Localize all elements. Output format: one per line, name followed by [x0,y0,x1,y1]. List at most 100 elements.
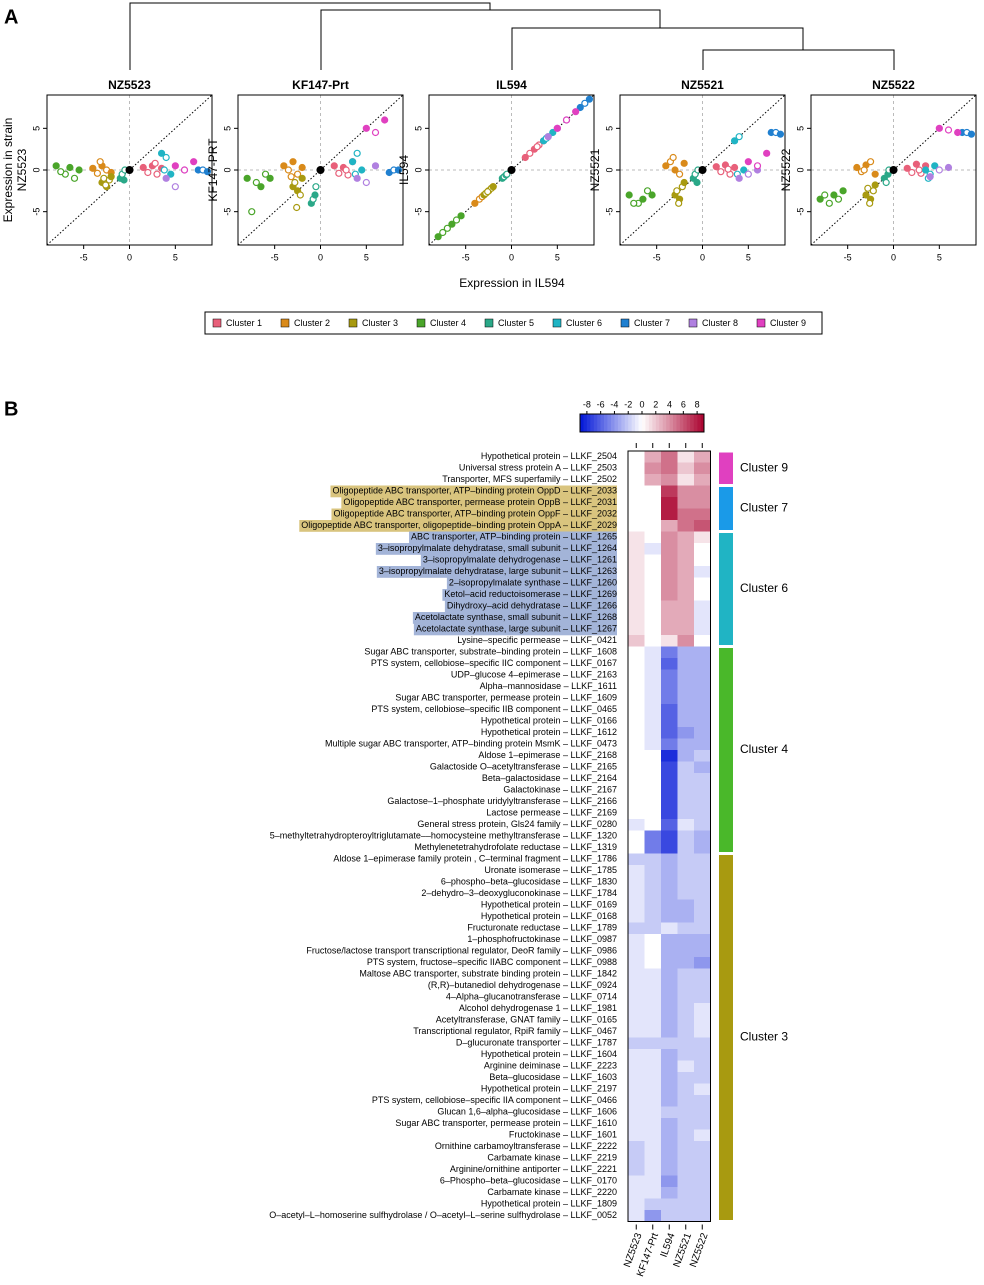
heatmap-cell [694,1187,711,1199]
heatmap-cell [694,1164,711,1176]
heatmap-cell [677,842,695,854]
heatmap-cell [628,1037,645,1050]
point [452,216,461,224]
legend-swatch [688,318,698,328]
heatmap-cell [677,543,695,555]
row-highlight [376,566,617,578]
y-tick-label: -5 [795,208,805,216]
heatmap-cell [694,888,711,900]
row-label: Fructokinase – LLKF_1601 [509,1130,617,1140]
heatmap-cell [694,842,711,854]
heatmap-cell [677,474,695,486]
row-label: Glucan 1,6–alpha–glucosidase – LLKF_1606 [437,1107,617,1117]
heatmap-cell [661,543,678,555]
point [763,149,771,157]
heatmap-cell [644,1164,662,1176]
heatmap-cell [644,485,662,498]
colorbar-step [686,414,691,432]
row-label: Oligopeptide ABC transporter, oligopepti… [301,520,617,530]
colorbar-tick-label: -2 [624,399,632,409]
heatmap-cell [628,830,645,843]
row-label: General stress protein, Gls24 family – L… [417,819,617,829]
row-label: Galactose–1–phosphate uridylyltransferas… [387,796,617,806]
row-label: Maltose ABC transporter, substrate bindi… [359,969,617,979]
x-tick-label: -5 [653,252,661,262]
heatmap-cell [644,1152,662,1165]
row-label: Multiple sugar ABC transporter, ATP–bind… [325,739,617,749]
heatmap-cell [644,899,662,912]
heatmap-cell [677,1106,695,1119]
plot-frame [810,94,977,246]
heatmap-cell [661,1118,678,1130]
heatmap-cell [694,508,711,521]
heatmap-cell [644,692,662,705]
heatmap-cell [628,1210,645,1222]
heatmap-cell [661,830,678,843]
row-highlight [409,531,617,544]
heatmap-cell [661,784,678,797]
heatmap-cell [628,646,645,659]
colorbar-step [679,414,684,432]
point [448,220,456,228]
point [935,124,943,132]
point [160,166,168,174]
heatmap-cell [661,589,678,601]
row-label: Hypothetical protein – LLKF_1809 [481,1199,617,1209]
point [869,187,877,195]
heatmap-cell [677,520,695,532]
heatmap-cell [661,520,678,532]
heatmap-cell [677,1014,695,1027]
row-highlight [330,485,617,498]
colorbar-tick-label: -6 [597,399,605,409]
heatmap-cell [677,922,695,935]
heatmap-cell [677,612,695,624]
row-label: 6–phospho–beta–glucosidase – LLKF_1830 [441,877,617,887]
heatmap-cell [677,934,695,946]
heatmap-cell [694,612,711,624]
heatmap-cell [628,853,645,866]
heatmap-cell [644,451,662,463]
point [298,174,306,182]
point [562,116,571,124]
row-label: PTS system, cellobiose–specific IIB comp… [371,704,617,714]
heatmap-cell [661,1129,678,1142]
heatmap-cell [677,485,695,498]
identity-line [46,94,213,246]
colorbar-tick-label: -4 [610,399,618,409]
point [816,195,824,203]
point [544,133,552,141]
point [648,191,656,199]
cluster-label: Cluster 7 [740,501,788,515]
x-tick-label: 5 [746,252,751,262]
dendrogram-branch [320,9,661,70]
panel-title: NZ5522 [872,78,915,92]
heatmap-cell [628,692,645,705]
colorbar-step [662,414,667,432]
heatmap-cell [628,1072,645,1084]
point [576,103,584,112]
heatmap-cell [644,1210,662,1222]
legend-label: Cluster 7 [634,318,670,328]
row-highlight [444,600,617,613]
heatmap-cell [628,991,645,1004]
heatmap-cell [661,485,678,498]
legend-label: Cluster 1 [226,318,262,328]
point [834,195,843,203]
point [284,166,293,174]
heatmap-cell [644,623,662,636]
heatmap-cell [644,612,662,624]
colorbar-step [655,414,660,432]
heatmap-cell [628,922,645,935]
heatmap-cell [628,1141,645,1153]
heatmap-cell [661,462,678,475]
heatmap-cell [694,531,711,544]
heatmap-cell [628,1106,645,1119]
heatmap-cell [628,1014,645,1027]
heatmap-cell [661,865,678,877]
heatmap-cell [694,1037,711,1050]
point [371,162,380,170]
heatmap-cell [644,1026,662,1038]
row-label: Fructose/lactose transport transcription… [306,946,617,956]
cluster-bar [719,533,733,645]
origin-point [507,166,516,174]
